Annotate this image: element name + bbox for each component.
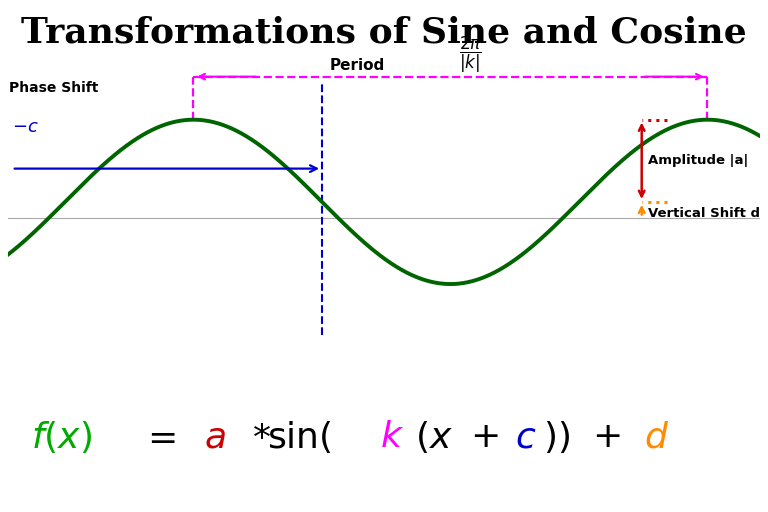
Text: $+$: $+$ — [592, 420, 621, 455]
Text: $\dfrac{2\pi}{|k|}$: $\dfrac{2\pi}{|k|}$ — [458, 34, 482, 75]
Text: Period: Period — [329, 58, 385, 73]
Text: $d$: $d$ — [644, 420, 669, 455]
Text: $(x$: $(x$ — [415, 419, 453, 456]
Text: $a$: $a$ — [204, 420, 226, 455]
Text: $))$: $))$ — [543, 419, 571, 456]
Text: Amplitude |a|: Amplitude |a| — [648, 154, 749, 167]
Text: $c$: $c$ — [515, 420, 537, 455]
Text: Vertical Shift d: Vertical Shift d — [648, 207, 760, 220]
Text: $\mathrm{sin}($: $\mathrm{sin}($ — [267, 419, 332, 456]
Text: $k$: $k$ — [379, 420, 404, 455]
Text: Phase Shift: Phase Shift — [9, 80, 99, 95]
Text: $+$: $+$ — [469, 420, 498, 455]
Text: Transformations of Sine and Cosine: Transformations of Sine and Cosine — [22, 15, 746, 49]
Text: $f(x)$: $f(x)$ — [31, 419, 92, 456]
Text: $-c$: $-c$ — [12, 118, 38, 136]
Text: $*$: $*$ — [252, 420, 270, 455]
Text: $=$: $=$ — [140, 420, 175, 455]
